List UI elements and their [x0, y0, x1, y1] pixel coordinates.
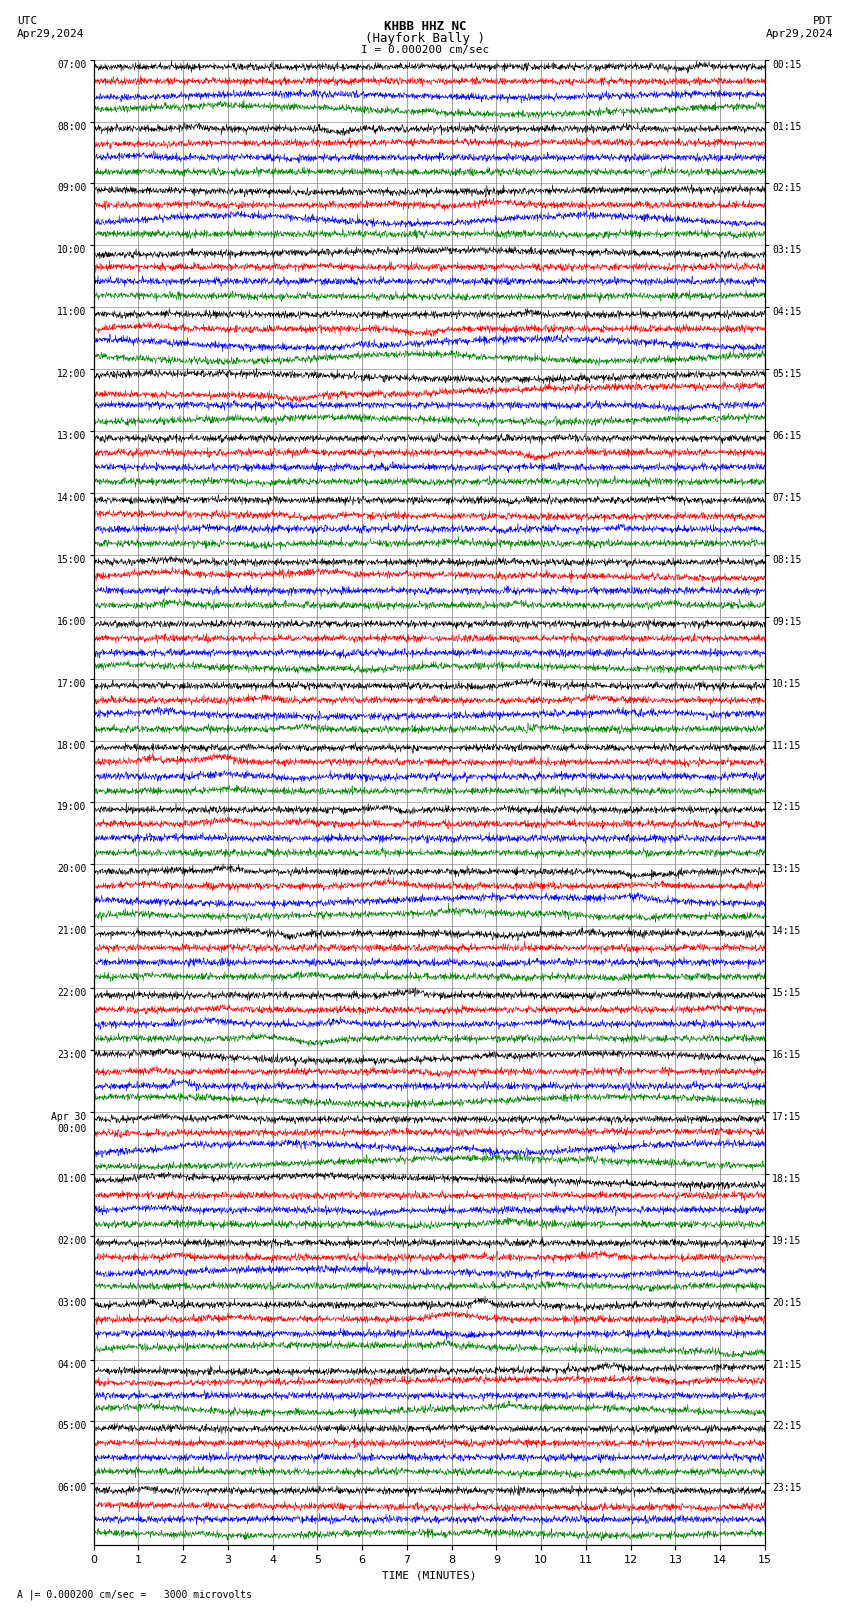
Text: A |= 0.000200 cm/sec =   3000 microvolts: A |= 0.000200 cm/sec = 3000 microvolts	[17, 1589, 252, 1600]
Text: PDT: PDT	[813, 16, 833, 26]
Text: UTC: UTC	[17, 16, 37, 26]
X-axis label: TIME (MINUTES): TIME (MINUTES)	[382, 1571, 477, 1581]
Text: I = 0.000200 cm/sec: I = 0.000200 cm/sec	[361, 45, 489, 55]
Text: (Hayfork Bally ): (Hayfork Bally )	[365, 32, 485, 45]
Text: Apr29,2024: Apr29,2024	[17, 29, 84, 39]
Text: Apr29,2024: Apr29,2024	[766, 29, 833, 39]
Text: KHBB HHZ NC: KHBB HHZ NC	[383, 19, 467, 34]
